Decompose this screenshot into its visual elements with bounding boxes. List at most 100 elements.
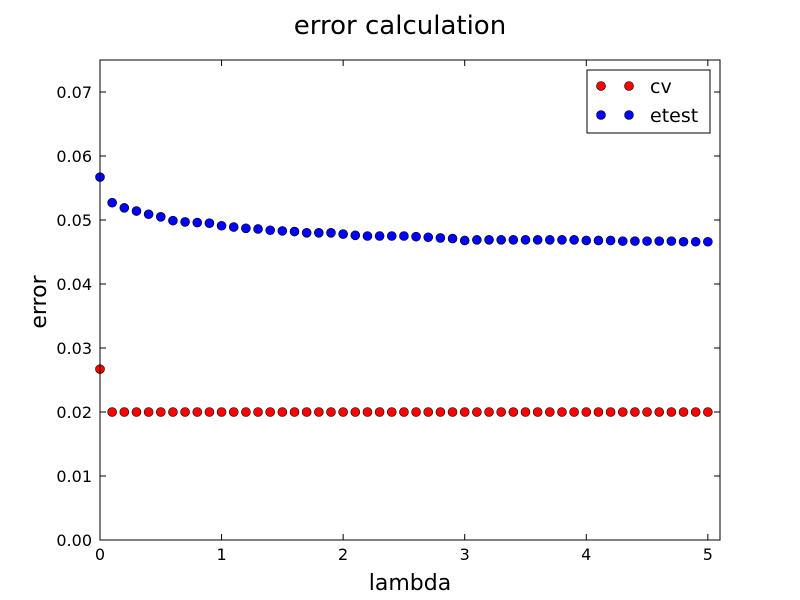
point-etest — [265, 225, 275, 236]
point-etest — [374, 231, 385, 241]
point-etest — [119, 203, 130, 213]
point-cv — [532, 407, 543, 417]
point-cv — [423, 407, 434, 417]
point-etest — [666, 236, 677, 246]
series-etest — [95, 172, 713, 247]
point-etest — [314, 228, 324, 238]
point-etest — [508, 235, 519, 245]
point-cv — [265, 407, 275, 417]
point-etest — [192, 217, 203, 228]
plot-frame — [99, 59, 721, 541]
point-cv — [192, 407, 203, 417]
point-cv — [630, 407, 640, 417]
x-axis-title: lambda — [369, 571, 451, 596]
point-cv — [399, 407, 409, 417]
point-etest — [617, 236, 628, 246]
point-etest — [326, 228, 336, 238]
point-cv — [617, 407, 628, 417]
legend-marker-cv-2 — [624, 81, 634, 91]
point-cv — [496, 407, 506, 417]
point-etest — [216, 220, 227, 231]
point-etest — [289, 226, 300, 237]
legend-marker-etest-1 — [596, 110, 606, 120]
point-cv — [119, 407, 130, 417]
point-cv — [678, 407, 689, 417]
point-cv — [277, 407, 288, 417]
point-etest — [277, 226, 288, 236]
point-etest — [386, 231, 397, 241]
y-tick-label: 0.01 — [56, 467, 92, 486]
point-cv — [642, 407, 652, 417]
point-etest — [569, 235, 579, 245]
point-etest — [435, 233, 446, 243]
point-cv — [228, 407, 239, 417]
x-tick-label: 5 — [703, 545, 713, 564]
point-cv — [459, 407, 470, 417]
point-cv — [350, 407, 361, 417]
x-tick-labels: 0 1 2 3 4 5 — [95, 545, 713, 564]
point-etest — [301, 228, 312, 238]
point-etest — [557, 235, 567, 245]
point-cv — [326, 407, 336, 417]
plot-area — [100, 60, 720, 540]
point-etest — [241, 223, 251, 234]
point-cv — [411, 407, 421, 417]
y-tick-label: 0.05 — [56, 211, 92, 230]
point-cv — [605, 407, 616, 417]
point-cv — [654, 407, 665, 417]
y-tick-label: 0.06 — [56, 147, 92, 166]
legend-label-etest: etest — [650, 105, 698, 127]
point-etest — [107, 197, 117, 208]
point-etest — [642, 236, 652, 246]
point-cv — [362, 407, 373, 417]
point-etest — [204, 218, 215, 228]
point-cv — [204, 407, 215, 417]
axis-ticks — [99, 60, 720, 541]
point-cv — [338, 407, 348, 417]
point-etest — [350, 230, 361, 241]
point-etest — [496, 235, 506, 245]
y-axis-title: error — [27, 274, 52, 328]
x-tick-label: 3 — [460, 545, 470, 564]
point-etest — [520, 235, 531, 245]
point-cv — [216, 407, 227, 417]
point-cv — [374, 407, 385, 417]
point-cv — [484, 407, 494, 417]
series-cv — [95, 364, 713, 417]
point-cv — [180, 407, 190, 417]
point-cv — [545, 407, 555, 417]
x-tick-label: 0 — [95, 545, 105, 564]
point-etest — [338, 229, 348, 239]
point-cv — [253, 407, 263, 417]
point-cv — [301, 407, 312, 417]
y-tick-labels: 0.00 0.01 0.02 0.03 0.04 0.05 0.06 0.07 — [56, 83, 92, 550]
point-etest — [690, 236, 701, 247]
point-cv — [241, 407, 251, 417]
chart-title: error calculation — [294, 11, 506, 41]
point-etest — [593, 235, 604, 246]
point-cv — [435, 407, 446, 417]
point-cv — [472, 407, 482, 417]
point-etest — [143, 209, 154, 220]
point-cv — [168, 407, 178, 417]
point-etest — [472, 235, 482, 245]
point-cv — [508, 407, 519, 417]
point-etest — [484, 235, 494, 245]
point-etest — [545, 235, 555, 245]
point-cv — [520, 407, 531, 417]
point-etest — [447, 233, 458, 244]
point-etest — [630, 236, 640, 246]
legend-box — [586, 69, 711, 134]
point-cv — [593, 407, 604, 417]
legend: cv etest — [586, 69, 711, 134]
point-cv — [107, 407, 117, 417]
point-cv — [314, 407, 324, 417]
x-tick-label: 4 — [581, 545, 591, 564]
y-tick-label: 0.02 — [56, 403, 92, 422]
point-cv — [386, 407, 397, 417]
point-etest — [168, 215, 178, 226]
point-etest — [581, 235, 592, 246]
point-cv — [581, 407, 592, 417]
legend-label-cv: cv — [650, 76, 672, 98]
